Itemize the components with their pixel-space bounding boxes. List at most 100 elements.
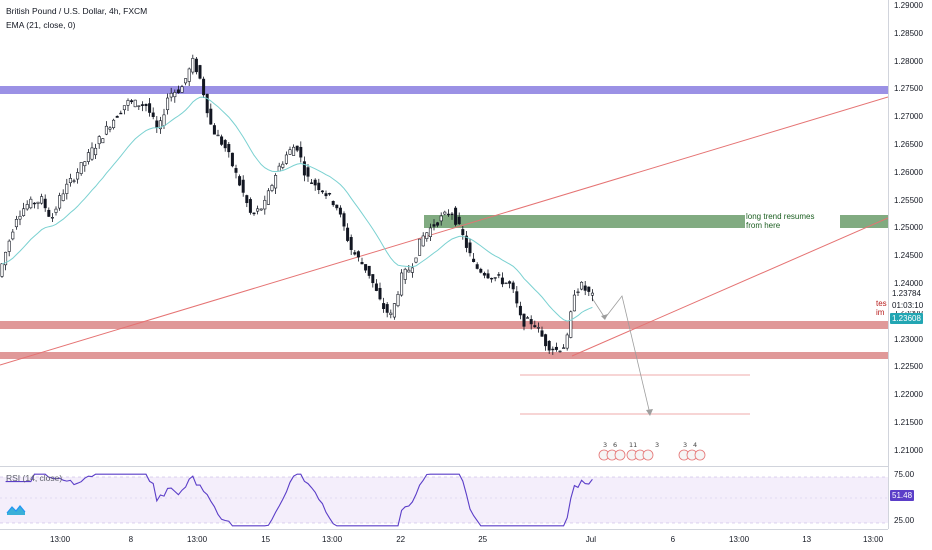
candle xyxy=(65,178,69,200)
candle-body xyxy=(432,224,436,227)
rsi-pane[interactable]: RSI (14, close) xyxy=(0,467,888,529)
candle xyxy=(108,126,112,133)
candle xyxy=(7,239,11,257)
candle-body xyxy=(94,147,98,156)
price-tick-label: 1.28000 xyxy=(894,56,923,66)
candle-body xyxy=(320,190,324,193)
candle xyxy=(436,221,440,228)
candle-body xyxy=(562,347,566,349)
candle xyxy=(511,280,515,294)
candle xyxy=(25,200,29,211)
price-tick-label: 1.21000 xyxy=(894,445,923,455)
price-tick-label: 1.28500 xyxy=(894,28,923,38)
trendline-main xyxy=(0,96,888,366)
price-tick-label: 1.22000 xyxy=(894,390,923,400)
candle xyxy=(392,302,396,320)
candle-body xyxy=(349,237,353,250)
rsi-chart-svg[interactable] xyxy=(0,467,888,529)
candle-body xyxy=(40,196,44,204)
candle-body xyxy=(90,147,94,160)
candle xyxy=(223,138,227,152)
candle-body xyxy=(497,274,501,276)
event-count-label: 3 xyxy=(683,441,687,449)
candle-body xyxy=(389,312,393,315)
event-count-label: 6 xyxy=(613,441,617,449)
candle-body xyxy=(288,149,292,155)
candle-body xyxy=(331,201,335,206)
candle-body xyxy=(450,213,454,216)
candle xyxy=(238,174,242,187)
candle-body xyxy=(338,207,342,215)
candle xyxy=(266,188,270,206)
candle-body xyxy=(97,136,101,145)
price-tick-label: 1.24500 xyxy=(894,251,923,261)
price-axis[interactable]: 1.29000 1.28500 1.28000 1.27500 1.27000 1.265… xyxy=(888,0,932,529)
price-chart-svg[interactable]: 3 6 11 3 3 4 xyxy=(0,0,888,467)
candle-body xyxy=(151,112,155,117)
candle-body xyxy=(468,242,472,254)
candle xyxy=(40,193,44,205)
candle-body xyxy=(576,291,580,294)
candle xyxy=(18,210,22,226)
candle xyxy=(439,212,443,226)
symbol-legend[interactable]: British Pound / U.S. Dollar, 4h, FXCM xyxy=(6,6,148,16)
time-tick-label: 13:00 xyxy=(863,535,884,544)
candle xyxy=(169,87,173,102)
candle xyxy=(126,98,130,112)
clipped-note: tes im xyxy=(876,299,887,317)
candle-body xyxy=(382,303,386,309)
candle xyxy=(151,107,155,120)
candle-body xyxy=(50,217,54,219)
candle-body xyxy=(342,213,346,227)
candle xyxy=(540,326,544,337)
candle xyxy=(547,340,551,354)
ema-legend[interactable]: EMA (21, close, 0) xyxy=(6,20,76,30)
candle xyxy=(76,168,80,184)
candle-body xyxy=(169,92,173,98)
candle-body xyxy=(353,252,357,255)
candle-body xyxy=(346,227,350,241)
candle xyxy=(518,301,522,320)
candle-body xyxy=(569,311,573,338)
candle xyxy=(61,189,65,202)
candle-body xyxy=(256,208,260,212)
candle-body xyxy=(400,272,404,296)
rsi-legend[interactable]: RSI (14, close) xyxy=(6,473,63,483)
projected-path-arrowhead-small xyxy=(601,314,608,320)
candle xyxy=(378,282,382,301)
candle xyxy=(302,156,306,182)
tradingview-logo-icon[interactable] xyxy=(6,502,26,518)
candle xyxy=(115,115,119,118)
candle-body xyxy=(140,104,144,106)
candle xyxy=(497,272,501,279)
candle-body xyxy=(86,152,90,162)
candle xyxy=(385,302,389,318)
candle xyxy=(202,76,206,98)
time-axis[interactable]: 13:00 8 13:00 15 13:00 22 25 Jul 6 13:00 13 13:00 xyxy=(0,529,888,550)
candle xyxy=(173,89,177,103)
candle-body xyxy=(504,282,508,285)
ema-line xyxy=(1,96,593,322)
candle xyxy=(144,103,148,112)
pane-separator[interactable] xyxy=(0,466,888,467)
price-tick-label: 1.25500 xyxy=(894,195,923,205)
candle-body xyxy=(274,175,278,189)
candle xyxy=(54,206,58,216)
candle xyxy=(0,263,4,278)
candle xyxy=(79,162,83,176)
candle-body xyxy=(284,154,288,164)
candle-body xyxy=(482,272,486,276)
candle xyxy=(353,249,357,256)
candle-body xyxy=(68,178,72,184)
candle-body xyxy=(418,238,422,256)
candle-body xyxy=(202,78,206,96)
candle xyxy=(14,215,18,230)
price-pane[interactable]: 3 6 11 3 3 4 British Pound / U.S. Dollar, 4h,… xyxy=(0,0,888,467)
candle-body xyxy=(220,136,224,145)
candle xyxy=(324,190,328,200)
candle xyxy=(209,103,213,125)
candle-body xyxy=(493,277,497,279)
price-tick-label: 1.26000 xyxy=(894,167,923,177)
candle-body xyxy=(205,93,209,114)
candle-body xyxy=(4,251,8,266)
